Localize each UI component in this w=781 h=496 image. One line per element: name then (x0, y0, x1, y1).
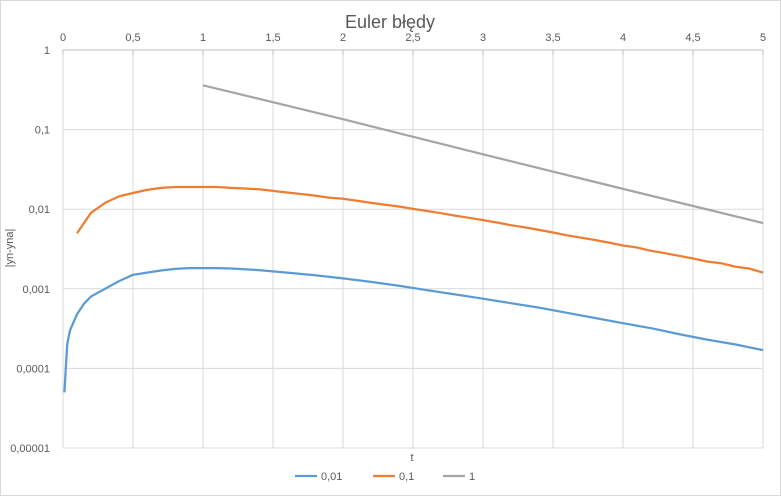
series-line-1 (63, 266, 764, 393)
y-tick-label: 0,00001 (10, 443, 50, 455)
y-tick-label: 0,01 (29, 204, 50, 216)
x-tick-label: 1,5 (265, 32, 280, 44)
legend: 0,01 0,1 1 (295, 471, 475, 483)
legend-label-3: 1 (469, 471, 475, 483)
x-tick-label: 2,5 (405, 32, 420, 44)
legend-label-2: 0,1 (399, 471, 414, 483)
x-tick-label: 4,5 (685, 32, 700, 44)
y-axis-title: |yn-yna| (4, 229, 16, 268)
x-tick-label: 0,5 (125, 32, 140, 44)
axes: 0 0,5 1 1,5 2 2,5 3 3,5 4 4,5 5 1 0,1 0,01 0,001 0,0001… (10, 32, 766, 455)
x-tick-label: 4 (620, 32, 626, 44)
y-tick-label: 0,0001 (16, 363, 50, 375)
chart-title: Euler błędy (345, 12, 435, 32)
y-tick-label: 1 (44, 45, 50, 57)
series-group (63, 84, 764, 393)
y-tick-label: 0,001 (22, 284, 50, 296)
x-tick-label: 0 (60, 32, 66, 44)
x-tick-label: 2 (340, 32, 346, 44)
series-line-3 (202, 84, 764, 225)
x-tick-label: 5 (760, 32, 766, 44)
x-tick-label: 1 (200, 32, 206, 44)
y-tick-label: 0,1 (35, 125, 50, 137)
x-tick-label: 3 (480, 32, 486, 44)
series-line-2 (76, 185, 764, 274)
legend-label-1: 0,01 (321, 471, 342, 483)
x-tick-label: 3,5 (545, 32, 560, 44)
x-axis-title: t (410, 452, 413, 464)
